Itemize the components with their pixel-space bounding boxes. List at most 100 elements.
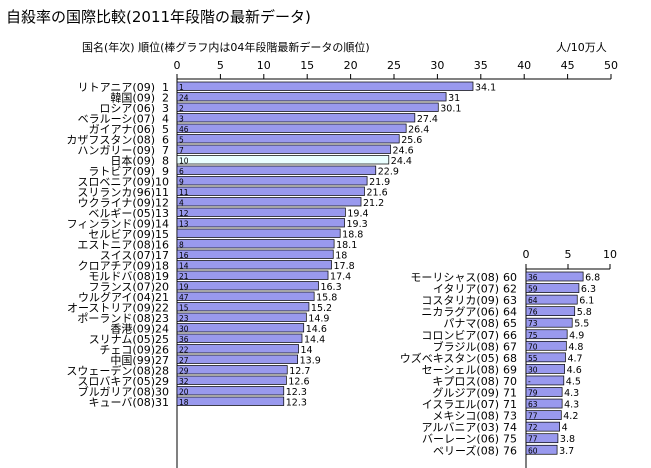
main-rank-label: 22 xyxy=(155,301,169,314)
main-rank-label: 19 xyxy=(155,270,169,283)
main-bar-old-rank: 30 xyxy=(179,324,189,333)
main-country-label: フランス(07) xyxy=(89,280,155,293)
inset-value-label: 6.3 xyxy=(581,284,596,295)
inset-value-label: 5.8 xyxy=(577,307,592,318)
main-country-label: 中国(99) xyxy=(110,354,155,367)
main-rank-label: 26 xyxy=(155,343,169,356)
inset-country-label: キプロス(08) xyxy=(432,375,499,388)
inset-panel-background xyxy=(396,230,640,468)
inset-country-label: セーシェル(08) xyxy=(422,363,499,376)
main-bar-old-rank: 19 xyxy=(179,282,189,291)
main-country-label: セルビア(09) xyxy=(88,228,155,241)
main-country-label: ラトビア(09) xyxy=(88,165,155,178)
main-value-label: 12.3 xyxy=(286,397,307,408)
main-tick-label: 40 xyxy=(517,59,531,72)
main-tick-label: 30 xyxy=(430,59,444,72)
main-value-label: 17.8 xyxy=(334,261,355,272)
main-country-label: エストニア(08) xyxy=(77,238,155,251)
main-tick-label: 25 xyxy=(387,59,401,72)
main-rank-label: 25 xyxy=(155,333,169,346)
main-bar-old-rank: 6 xyxy=(179,167,184,176)
main-value-label: 22.9 xyxy=(378,166,399,177)
inset-bar-old-rank: - xyxy=(528,377,531,386)
main-country-label: キューバ(08) xyxy=(89,396,155,409)
inset-bar xyxy=(525,271,584,282)
main-country-label: ポーランド(08) xyxy=(77,312,155,325)
main-rank-label: 10 xyxy=(155,175,169,188)
inset-bar xyxy=(525,375,565,386)
inset-tick-label: 0 xyxy=(523,248,530,261)
main-rank-label: 8 xyxy=(162,154,169,167)
main-bar xyxy=(176,281,319,291)
main-bar xyxy=(176,354,299,364)
inset-rank-label: 76 xyxy=(503,444,517,457)
main-country-label: 香港(09) xyxy=(110,322,155,335)
inset-value-label: 6.1 xyxy=(579,296,594,307)
main-bar xyxy=(176,113,416,123)
main-value-label: 18.8 xyxy=(342,229,363,240)
inset-value-label: 4.9 xyxy=(569,330,584,341)
main-value-label: 16.3 xyxy=(320,282,341,293)
chart-subtitle: 国名(年次) 順位(棒グラフ内は04年段階最新データの順位) xyxy=(82,40,370,54)
inset-country-label: モーリシャス(08) xyxy=(410,271,499,284)
inset-bar xyxy=(525,294,578,305)
inset-bar-old-rank: 63 xyxy=(528,400,538,409)
main-rank-label: 7 xyxy=(162,144,169,157)
chart-title: 自殺率の国際比較(2011年段階の最新データ) xyxy=(6,8,311,26)
main-tick-label: 45 xyxy=(561,59,575,72)
main-country-label: スロベニア(09) xyxy=(77,175,155,188)
main-tick-label: 5 xyxy=(217,59,224,72)
main-value-label: 14 xyxy=(301,345,313,356)
inset-bar xyxy=(525,444,558,455)
inset-tick-label: 10 xyxy=(603,248,617,261)
main-rank-label: 20 xyxy=(155,280,169,293)
main-country-label: ウクライナ(09) xyxy=(78,196,155,209)
main-value-label: 17.4 xyxy=(330,271,351,282)
main-tick-label: 20 xyxy=(344,59,358,72)
main-bar-old-rank: 13 xyxy=(179,219,189,228)
main-bar xyxy=(176,81,474,91)
main-bar-old-rank: 21 xyxy=(179,272,189,281)
main-bar xyxy=(176,102,439,112)
inset-bar-old-rank: 77 xyxy=(528,412,538,421)
inset-value-label: 4 xyxy=(562,423,568,434)
main-bar xyxy=(176,396,285,406)
main-country-label: フィンランド(09) xyxy=(67,217,155,230)
inset-value-label: 5.5 xyxy=(574,319,589,330)
inset-value-label: 4.3 xyxy=(564,388,579,399)
main-value-label: 14.4 xyxy=(304,334,325,345)
main-unit-label: 人/10万人 xyxy=(556,41,607,54)
main-bar-old-rank: 32 xyxy=(179,377,189,386)
main-value-label: 12.6 xyxy=(288,376,309,387)
inset-country-label: ウズベキスタン(05) xyxy=(400,351,499,365)
inset-country-label: ベリーズ(08) xyxy=(433,443,499,457)
main-bar xyxy=(176,386,285,396)
main-bar xyxy=(176,375,287,385)
main-country-label: ガイアナ(06) xyxy=(89,123,155,136)
inset-bar-old-rank: 30 xyxy=(528,365,538,374)
main-rank-label: 23 xyxy=(155,312,169,325)
main-rank-label: 28 xyxy=(155,364,169,377)
main-bar xyxy=(176,165,377,175)
main-value-label: 19.4 xyxy=(347,208,368,219)
main-value-label: 24.6 xyxy=(393,145,414,156)
main-value-label: 30.1 xyxy=(440,103,461,114)
inset-bar xyxy=(525,340,567,351)
inset-rank-label: 62 xyxy=(503,283,517,296)
main-bar xyxy=(176,186,365,196)
main-country-label: ウルグアイ(04) xyxy=(78,290,155,304)
main-rank-label: 29 xyxy=(155,375,169,388)
main-value-label: 34.1 xyxy=(475,82,496,93)
inset-country-label: ニカラグア(06) xyxy=(421,305,499,319)
main-rank-label: 3 xyxy=(162,102,169,115)
main-bar-old-rank: 23 xyxy=(179,314,189,323)
inset-value-label: 4.3 xyxy=(564,400,579,411)
main-bar-old-rank: 29 xyxy=(179,366,189,375)
inset-x-axis: 0 5 10 xyxy=(523,248,617,468)
main-country-label: チェコ(09) xyxy=(99,343,155,356)
main-bar-old-rank: 14 xyxy=(179,261,189,270)
main-bar-old-rank: 1 xyxy=(179,83,184,92)
main-value-label: 14.6 xyxy=(306,324,327,335)
main-tick-label: 10 xyxy=(257,59,271,72)
main-bar xyxy=(176,144,391,154)
